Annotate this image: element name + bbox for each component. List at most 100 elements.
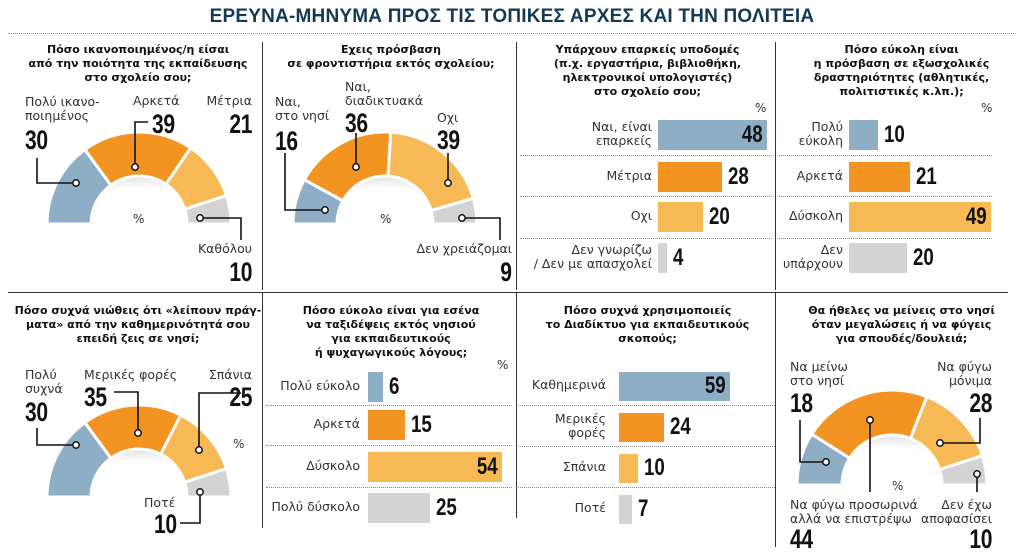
row-separator bbox=[520, 238, 772, 239]
title-divider bbox=[8, 33, 1016, 34]
divider bbox=[516, 42, 517, 290]
slice-label: Μέτρια bbox=[206, 93, 252, 108]
unit-label: % bbox=[981, 101, 993, 115]
bar-value: 25 bbox=[436, 494, 457, 521]
unit-label: % bbox=[233, 437, 245, 451]
slice-value: 10 bbox=[969, 524, 992, 554]
leader-line bbox=[36, 428, 76, 446]
slice-label: Πολύ συχνά bbox=[25, 367, 63, 396]
slice-value: 30 bbox=[25, 125, 48, 155]
bar-value: 48 bbox=[742, 121, 763, 148]
leader-dot bbox=[131, 163, 139, 171]
gauge-inner bbox=[91, 449, 187, 497]
slice-label: Πολύ ικανο- ποιημένος bbox=[25, 94, 100, 123]
divider bbox=[775, 293, 776, 547]
divider bbox=[775, 42, 776, 290]
bar bbox=[619, 371, 730, 401]
bar-value: 10 bbox=[883, 121, 905, 148]
leader-line bbox=[114, 391, 139, 433]
divider bbox=[516, 293, 517, 518]
bar-label: Μέτρια bbox=[606, 168, 652, 183]
leader-dot bbox=[458, 214, 466, 222]
bar bbox=[849, 202, 991, 232]
bar-value: 49 bbox=[966, 203, 987, 230]
slice-value: 39 bbox=[152, 109, 175, 139]
slice-value: 44 bbox=[790, 524, 813, 554]
gauge-slice bbox=[182, 466, 233, 499]
slice-value: 21 bbox=[229, 109, 252, 139]
leader-dot bbox=[195, 446, 203, 454]
bar-label: Οχι bbox=[630, 208, 652, 223]
bar-value: 7 bbox=[638, 495, 649, 522]
slice-label: Μερικές φορές bbox=[84, 367, 178, 382]
slice-value: 39 bbox=[437, 125, 460, 155]
slice-value: 10 bbox=[229, 257, 252, 287]
slice-label: Δεν έχω αποφασίσει bbox=[921, 497, 992, 526]
bar bbox=[368, 372, 383, 402]
slice-label: Ποτέ bbox=[144, 495, 176, 510]
gauge-inner bbox=[842, 435, 942, 485]
bar-label: Πολύ εύκολη bbox=[798, 119, 843, 148]
leader-dot bbox=[196, 214, 204, 222]
leader-dot bbox=[72, 441, 80, 449]
bar bbox=[368, 452, 502, 482]
unit-label: % bbox=[755, 101, 767, 115]
chart-title: Πόσο ικανοποιημένος/η είσαι από την ποιό… bbox=[28, 43, 248, 84]
bar bbox=[619, 412, 665, 442]
bar-label: Σπάνια bbox=[562, 459, 606, 474]
bar-label: Δεν γνωρίζω / Δεν με απασχολεί bbox=[533, 242, 652, 271]
unit-label: % bbox=[892, 479, 904, 493]
gauge-slice bbox=[937, 453, 989, 487]
row-divider bbox=[8, 292, 1008, 293]
bar-value: 21 bbox=[915, 163, 937, 190]
slice-value: 9 bbox=[500, 257, 513, 287]
bar-label: Αρκετά bbox=[313, 416, 360, 431]
leader-line bbox=[36, 158, 76, 184]
bar bbox=[619, 453, 638, 483]
gauge-inner bbox=[337, 176, 433, 224]
divider bbox=[262, 42, 263, 290]
chart-title: Θα ήθελες να μείνεις στο νησί όταν μεγαλ… bbox=[808, 304, 995, 345]
bar bbox=[368, 493, 431, 523]
slice-value: 16 bbox=[275, 126, 298, 156]
slice-label: Οχι bbox=[437, 110, 459, 125]
bar-label: Αρκετά bbox=[796, 168, 843, 183]
leader-dot bbox=[352, 163, 360, 171]
bar bbox=[658, 162, 722, 192]
leader-line bbox=[180, 492, 201, 524]
leader-line bbox=[198, 392, 241, 450]
bar-label: Ποτέ bbox=[574, 500, 606, 515]
slice-value: 30 bbox=[25, 397, 48, 427]
bar-value: 20 bbox=[912, 244, 934, 271]
bar-value: 28 bbox=[727, 163, 749, 190]
slice-value: 10 bbox=[154, 509, 177, 539]
slice-value: 36 bbox=[345, 108, 368, 138]
slice-value: 35 bbox=[84, 382, 107, 412]
bar bbox=[658, 202, 704, 232]
divider bbox=[262, 293, 263, 528]
leader-line bbox=[940, 418, 981, 444]
bar-value: 20 bbox=[709, 203, 731, 230]
row-separator bbox=[779, 196, 992, 197]
leader-line bbox=[799, 420, 826, 463]
leader-line bbox=[200, 217, 242, 240]
bar-value: 24 bbox=[670, 413, 691, 440]
page-title: ΕΡΕΥΝΑ-ΜΗΝΥΜΑ ΠΡΟΣ ΤΙΣ ΤΟΠΙΚΕΣ ΑΡΧΕΣ ΚΑΙ… bbox=[209, 6, 815, 27]
row-separator bbox=[518, 487, 775, 488]
leader-dot bbox=[936, 439, 944, 447]
bar-label: Δεν υπάρχουν bbox=[782, 242, 843, 271]
bar-value: 4 bbox=[673, 244, 684, 271]
leader-line bbox=[284, 153, 325, 211]
bar-label: Ναι, είναι επαρκείς bbox=[591, 119, 652, 148]
unit-label: % bbox=[380, 212, 392, 226]
leader-line bbox=[462, 217, 501, 240]
leader-dot bbox=[973, 470, 981, 478]
leader-dot bbox=[134, 429, 142, 437]
bar bbox=[658, 243, 668, 273]
bar-label: Δύσκολη bbox=[788, 208, 843, 223]
bar bbox=[619, 494, 633, 524]
chart-title: Εχεις πρόσβαση σε φροντιστήρια εκτός σχο… bbox=[287, 43, 495, 70]
bar-value: 15 bbox=[411, 411, 433, 438]
